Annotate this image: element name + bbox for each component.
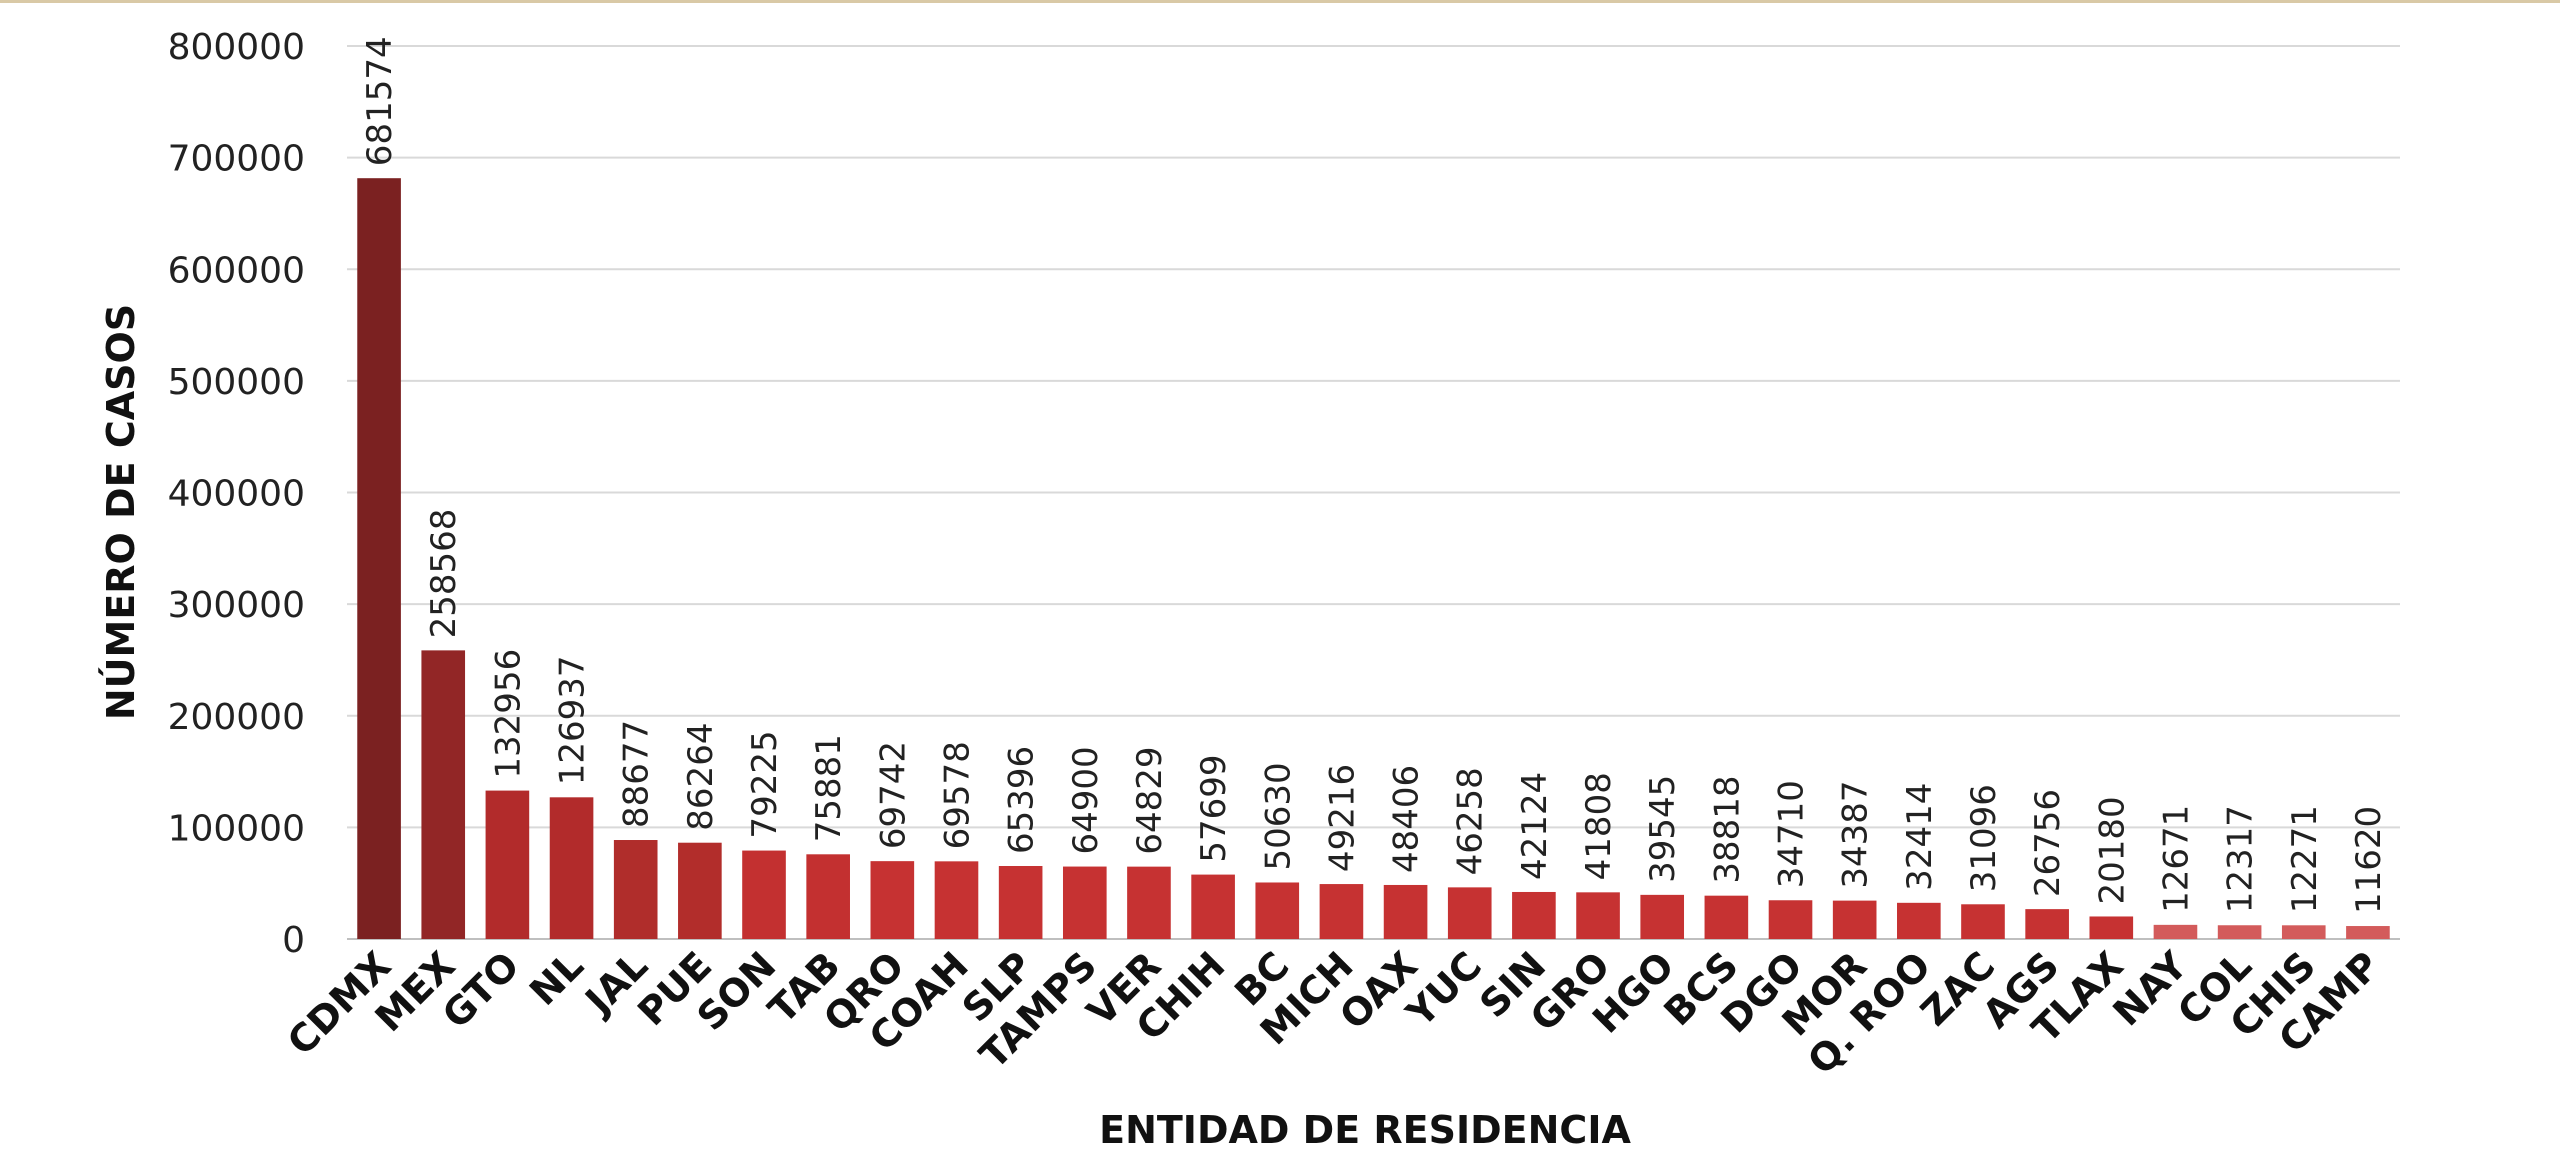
bar-oax [1383,884,1428,939]
bar-qro [870,861,915,939]
data-label: 31096 [1964,784,2004,892]
top-border [0,0,2560,3]
bar-ags [2025,909,2069,939]
data-label: 46258 [1451,767,1491,875]
bar-gro [1576,892,1620,939]
bar-son [742,850,786,939]
y-tick-label: 700000 [168,139,305,180]
bar-pue [678,842,722,939]
data-label: 42124 [1515,772,1555,880]
bar-tamps [1062,866,1107,939]
data-label: 57699 [1194,754,1234,862]
data-label: 126937 [553,656,593,786]
y-axis-ticks: 0 100000 200000 300000 400000 500000 600000 700… [168,27,305,961]
y-tick-label: 100000 [168,808,305,849]
bar-yuc [1447,887,1492,939]
data-label: 12671 [2156,805,2196,913]
bar-camp [2346,926,2390,939]
data-label: 69578 [937,741,977,849]
bar-slp [998,866,1043,939]
data-labels: 681574 258568 132956 126937 88677 86264 79225 7… [360,36,2389,914]
data-label: 681574 [360,36,400,166]
data-label: 39545 [1643,775,1683,883]
bar-jal [613,840,658,939]
data-label: 32414 [1900,783,1940,891]
bar-zac [1961,904,2005,939]
data-label: 69742 [873,741,913,849]
y-tick-label: 300000 [168,585,305,626]
data-label: 79225 [745,730,785,838]
data-label: 132956 [488,649,528,779]
bar-nl [549,797,594,939]
bar-dgo [1768,900,1813,939]
x-tick-label: GTO [434,943,528,1037]
y-tick-label: 600000 [168,250,305,291]
bar-mex [421,650,466,939]
bar-q-roo [1897,902,1941,939]
x-tick-label: NL [521,943,592,1014]
y-tick-label: 0 [282,920,305,961]
bar-chih [1191,874,1235,939]
data-label: 38818 [1707,775,1747,883]
bars [357,178,2390,940]
bar-tlax [2089,916,2134,939]
data-label: 50630 [1258,762,1298,870]
bar-mor [1832,900,1877,939]
data-label: 88677 [617,720,657,828]
data-label: 41808 [1579,772,1619,880]
data-label: 26756 [2028,789,2068,897]
data-label: 258568 [424,509,464,639]
x-axis-categories: CDMXMEXGTONLJALPUESONTABQROCOAHSLPTAMPSV… [279,943,2388,1083]
bar-gto [485,790,530,939]
data-label: 12271 [2285,805,2325,913]
data-label: 48406 [1387,765,1427,873]
bar-ver [1127,866,1171,939]
bar-tab [806,854,850,939]
bar-sin [1512,891,1556,939]
y-axis-title: NÚMERO DE CASOS [99,304,143,720]
y-tick-label: 800000 [168,27,305,68]
data-label: 20180 [2092,796,2132,904]
data-label: 65396 [1002,746,1042,854]
x-axis-title: ENTIDAD DE RESIDENCIA [1099,1108,1631,1152]
bar-bcs [1704,895,1749,939]
bar-coah [934,861,979,939]
bar-cdmx [357,178,401,940]
data-label: 11620 [2349,806,2389,914]
bar-col [2217,925,2262,939]
y-tick-label: 400000 [168,474,305,515]
y-tick-label: 500000 [168,362,305,403]
data-label: 64900 [1066,746,1106,854]
data-label: 64829 [1130,746,1170,854]
data-label: 34710 [1772,780,1812,888]
bar-hgo [1640,894,1685,939]
y-tick-label: 200000 [168,697,305,738]
bar-mich [1319,884,1364,939]
bar-bc [1255,882,1300,939]
data-label: 34387 [1836,780,1876,888]
bar-chis [2281,925,2326,939]
bar-nay [2153,924,2198,939]
data-label: 49216 [1322,764,1362,872]
data-label: 75881 [809,734,849,842]
data-label: 12317 [2221,805,2261,913]
data-label: 86264 [681,723,721,831]
